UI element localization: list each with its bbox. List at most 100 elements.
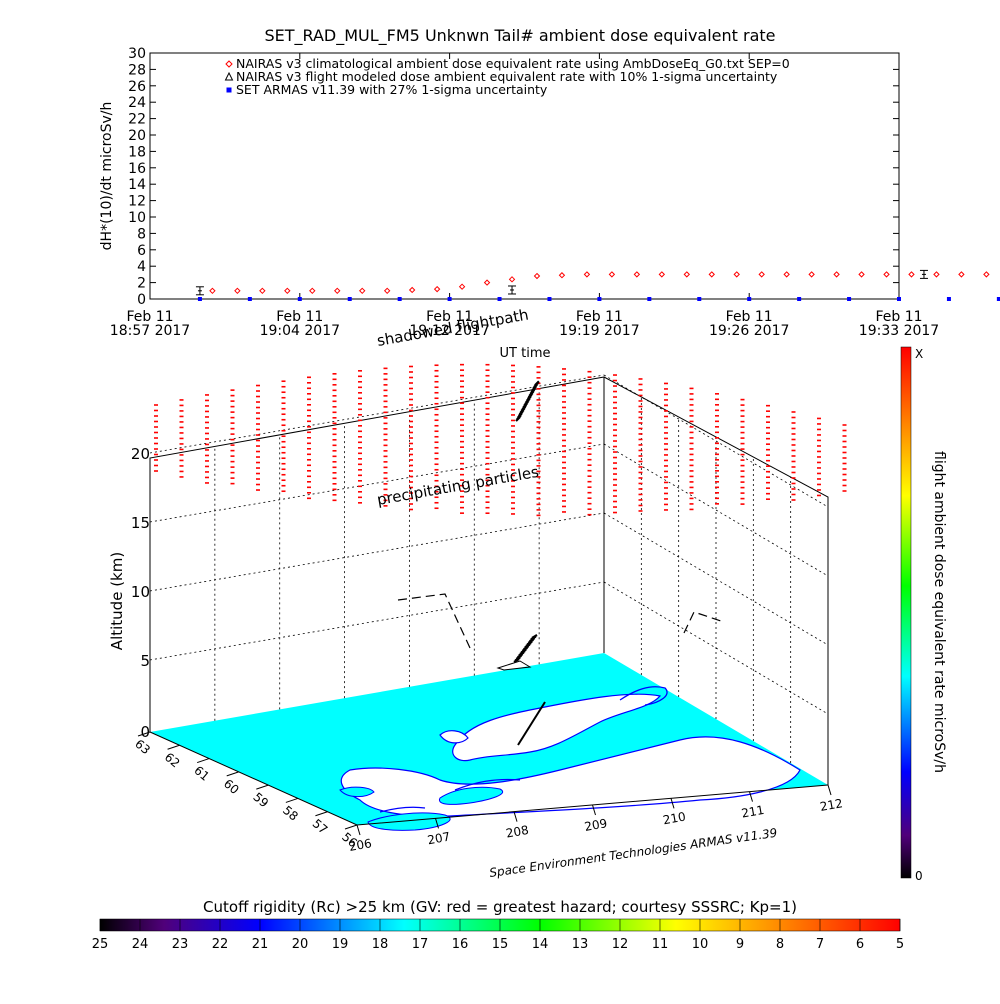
- floor-x-tick-label: 209: [583, 816, 608, 834]
- precipitating-particles-label: precipitating particles: [376, 463, 541, 509]
- floor-y-tick-label: 60: [221, 777, 242, 798]
- precip-column: [766, 404, 770, 500]
- floor-x-tick: [592, 804, 596, 816]
- legend-label: NAIRAS v3 flight modeled dose ambient eq…: [236, 69, 778, 84]
- climatological-point: [933, 271, 940, 278]
- floor-y-tick: [137, 731, 151, 737]
- armas-point: [547, 297, 552, 301]
- floor-y-tick-label: 62: [162, 750, 183, 771]
- floor-x-tick-label: 212: [819, 796, 844, 814]
- climatological-point: [808, 271, 815, 278]
- bottom-colorbar: Cutoff rigidity (Rc) >25 km (GV: red = g…: [92, 898, 904, 952]
- climatological-point: [558, 272, 566, 279]
- y-tick-label: 6: [137, 243, 146, 259]
- armas-point: [297, 297, 302, 301]
- armas-point: [397, 297, 402, 301]
- right-colorbar-max: X: [915, 347, 923, 361]
- precip-column: [230, 389, 235, 485]
- climatological-point: [733, 271, 740, 278]
- wall-gridlines: [149, 374, 829, 763]
- climatological-point: [408, 286, 416, 294]
- x-tick-label-day: Feb 11: [875, 309, 922, 325]
- precip-column: [664, 382, 668, 511]
- legend-marker: [226, 87, 232, 93]
- precip-column: [817, 417, 821, 497]
- climatological-point: [284, 287, 291, 295]
- climatological-point: [359, 287, 366, 295]
- x-tick-label-time: 19:19 2017: [559, 323, 639, 339]
- coastline: [379, 686, 668, 813]
- precip-column: [842, 424, 847, 492]
- precip-column: [281, 380, 286, 493]
- flight-segment: [534, 380, 540, 387]
- armas-point: [747, 297, 752, 301]
- plot-frame: [149, 52, 900, 300]
- climatological-point: [633, 271, 641, 278]
- y-tick-label: 10: [128, 210, 146, 226]
- flight-ground-shadow: [517, 701, 546, 746]
- z-axis-label: Altitude (km): [108, 552, 126, 650]
- z-tick-label: 5: [140, 652, 150, 670]
- bottom-tick-label: 19: [332, 937, 349, 952]
- climatological-point: [958, 271, 965, 278]
- floor-x-tick-label: 208: [505, 823, 530, 841]
- precip-column: [511, 364, 515, 515]
- water-body: [439, 730, 469, 744]
- bottom-tick-label: 7: [816, 937, 824, 952]
- y-tick-label: 8: [137, 226, 146, 242]
- bottom-tick-label: 22: [212, 937, 229, 952]
- armas-point: [597, 297, 602, 301]
- shadow-flightpath: [397, 593, 725, 649]
- armas-point: [647, 297, 652, 301]
- floor-x-tick: [827, 784, 832, 796]
- precip-column: [587, 370, 592, 516]
- legend-marker: [225, 60, 233, 68]
- x-tick-label-time: 19:04 2017: [260, 323, 340, 339]
- climatological-point: [583, 271, 591, 278]
- gridline: [149, 581, 605, 661]
- right-colorbar-min: 0: [915, 869, 923, 883]
- bottom-tick-label: 11: [652, 937, 669, 952]
- x-tick-label-day: Feb 11: [576, 309, 623, 325]
- z-tick-label: 15: [131, 514, 150, 532]
- armas-point: [347, 297, 352, 301]
- bottom-tick-label: 25: [92, 937, 109, 952]
- floor-x-tick-label: 206: [348, 836, 373, 854]
- bottom-colorbar-label: Cutoff rigidity (Rc) >25 km (GV: red = g…: [203, 898, 797, 916]
- climatological-point: [309, 287, 316, 295]
- precip-column: [383, 367, 388, 507]
- x-tick-label-time: 19:12 2017: [409, 323, 489, 339]
- legend-label: NAIRAS v3 climatological ambient dose eq…: [236, 56, 790, 71]
- bottom-tick-label: 20: [292, 937, 309, 952]
- bottom-tick-label: 6: [856, 937, 864, 952]
- climatological-point: [833, 271, 840, 278]
- climatological-point: [908, 271, 915, 278]
- climatological-point: [983, 271, 990, 278]
- z-ticks: 0 5 10 15 20: [131, 445, 150, 741]
- precip-column: [332, 373, 337, 502]
- bottom-tick-label: 12: [612, 937, 629, 952]
- right-colorbar-gradient: [900, 346, 912, 879]
- climatological-point: [708, 271, 715, 278]
- armas-point: [197, 297, 202, 301]
- armas-point: [697, 297, 702, 301]
- right-colorbar-label: flight ambient dose equivalent rate micr…: [931, 451, 947, 773]
- x-tick-label-time: 19:26 2017: [709, 323, 789, 339]
- bottom-tick-label: 14: [532, 937, 549, 952]
- bottom-tick-label: 10: [692, 937, 709, 952]
- climatological-point: [383, 287, 391, 295]
- flight-3d-panel: Altitude (km) 0 5 10 15 20 206 207 208 209 210 21…: [108, 306, 847, 880]
- y-tick-label: 24: [128, 95, 146, 111]
- flight-track-upper: [515, 380, 540, 422]
- precip-column: [740, 398, 745, 505]
- climatological-point: [508, 276, 516, 283]
- land-island: [367, 812, 451, 831]
- side-wall-frame: [603, 376, 829, 785]
- precip-column: [358, 370, 362, 504]
- bottom-tick-label: 16: [452, 937, 469, 952]
- y-tick-label: 16: [128, 161, 146, 177]
- x-tick-label-time: 18:57 2017: [110, 323, 190, 339]
- z-tick-label: 0: [140, 723, 150, 741]
